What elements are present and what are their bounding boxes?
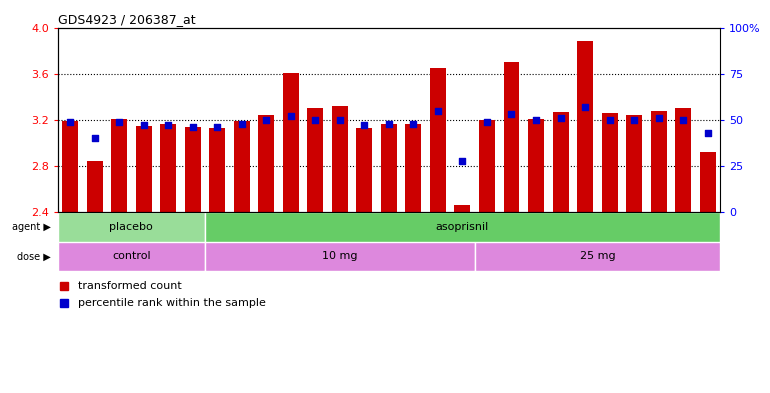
- Point: [505, 111, 517, 118]
- Bar: [528, 119, 544, 212]
- Point: [530, 117, 542, 123]
- Point: [652, 115, 665, 121]
- Bar: [430, 68, 446, 212]
- Point: [628, 117, 641, 123]
- Point: [89, 135, 101, 141]
- Bar: [283, 73, 299, 212]
- Bar: [454, 205, 470, 212]
- Text: percentile rank within the sample: percentile rank within the sample: [78, 298, 266, 309]
- Point: [113, 119, 126, 125]
- Point: [333, 117, 346, 123]
- Text: asoprisnil: asoprisnil: [436, 222, 489, 232]
- Point: [457, 157, 469, 163]
- Point: [480, 119, 493, 125]
- Bar: [160, 125, 176, 212]
- Point: [432, 107, 444, 114]
- Bar: [205, 242, 474, 271]
- Point: [211, 124, 223, 130]
- Text: 25 mg: 25 mg: [580, 252, 615, 261]
- Text: GDS4923 / 206387_at: GDS4923 / 206387_at: [58, 13, 196, 26]
- Bar: [332, 106, 348, 212]
- Bar: [258, 115, 274, 212]
- Bar: [675, 108, 691, 212]
- Text: dose ▶: dose ▶: [18, 252, 51, 261]
- Text: control: control: [112, 252, 151, 261]
- Point: [186, 124, 199, 130]
- Bar: [58, 212, 205, 242]
- Bar: [136, 126, 152, 212]
- Point: [701, 130, 714, 136]
- Bar: [474, 242, 720, 271]
- Bar: [626, 115, 642, 212]
- Point: [579, 104, 591, 110]
- Bar: [111, 119, 127, 212]
- Text: 10 mg: 10 mg: [322, 252, 357, 261]
- Bar: [185, 127, 201, 212]
- Text: transformed count: transformed count: [78, 281, 182, 291]
- Bar: [209, 128, 225, 212]
- Bar: [307, 108, 323, 212]
- Bar: [405, 125, 421, 212]
- Point: [554, 115, 567, 121]
- Bar: [504, 62, 520, 212]
- Bar: [58, 242, 205, 271]
- Point: [236, 120, 248, 127]
- Bar: [357, 128, 373, 212]
- Bar: [205, 212, 720, 242]
- Point: [137, 122, 149, 129]
- Point: [677, 117, 689, 123]
- Bar: [479, 120, 495, 212]
- Point: [162, 122, 174, 129]
- Point: [383, 120, 395, 127]
- Text: placebo: placebo: [109, 222, 153, 232]
- Point: [309, 117, 321, 123]
- Bar: [601, 113, 618, 212]
- Point: [358, 122, 370, 129]
- Bar: [700, 152, 715, 212]
- Bar: [381, 125, 397, 212]
- Bar: [62, 121, 78, 212]
- Point: [604, 117, 616, 123]
- Text: agent ▶: agent ▶: [12, 222, 51, 232]
- Bar: [553, 112, 568, 212]
- Bar: [86, 162, 102, 212]
- Point: [285, 113, 297, 119]
- Bar: [577, 41, 593, 212]
- Bar: [651, 111, 667, 212]
- Point: [407, 120, 420, 127]
- Point: [260, 117, 273, 123]
- Bar: [234, 121, 249, 212]
- Point: [64, 119, 76, 125]
